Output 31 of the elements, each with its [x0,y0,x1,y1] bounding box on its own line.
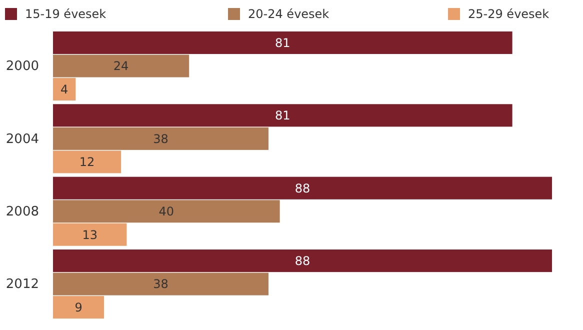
legend-label: 25-29 évesek [468,7,550,22]
data-label: 24 [113,59,129,74]
data-label: 81 [275,36,290,50]
data-label: 40 [158,204,174,219]
data-label: 13 [82,228,98,242]
data-label: 38 [153,277,168,292]
bar [53,104,512,127]
bar [53,296,104,319]
bar [53,31,512,54]
bar [53,272,268,296]
data-label: 4 [60,82,68,96]
bar [53,200,280,223]
bar [53,78,76,100]
bar [53,176,552,200]
bar [53,127,268,150]
data-label: 38 [153,132,168,146]
bar [53,150,122,174]
y-tick-label: 2000 [6,59,39,74]
data-label: 9 [74,300,82,314]
data-label: 88 [294,181,310,196]
data-label: 88 [294,254,310,268]
y-tick-label: 2008 [6,204,39,220]
y-tick-label: 2004 [6,132,39,147]
bar [53,250,552,272]
bar [53,223,127,246]
legend-label: 15-19 évesek [25,7,106,22]
legend-label: 20-24 évesek [248,7,330,22]
data-label: 12 [79,155,95,170]
data-label: 81 [275,108,290,123]
y-tick-label: 2012 [6,277,39,292]
bar [53,54,190,78]
